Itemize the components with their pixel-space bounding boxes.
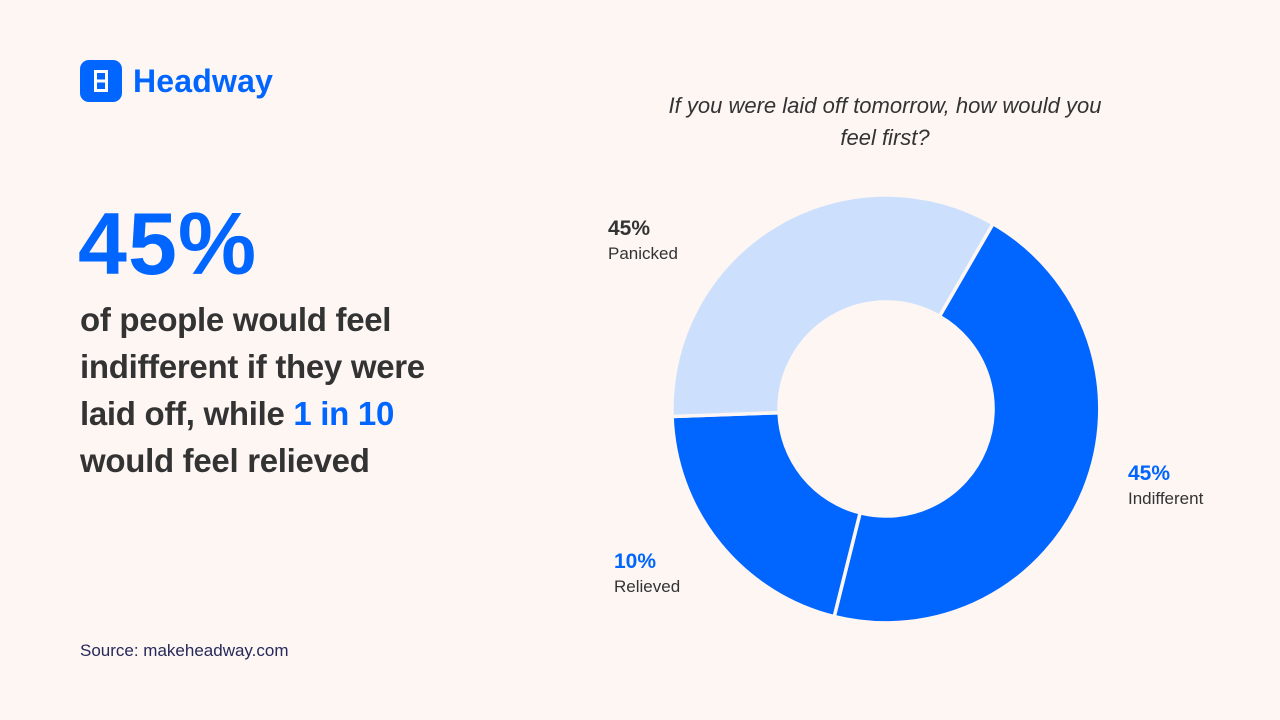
chart-title: If you were laid off tomorrow, how would… [668, 93, 1102, 150]
headline-highlight: 1 in 10 [293, 395, 394, 432]
slice-relieved [670, 410, 862, 619]
slice-indifferent [832, 221, 1102, 625]
ladder-icon [80, 60, 122, 102]
source-note: Source: makeheadway.com [80, 641, 289, 660]
brand-name: Headway [133, 63, 274, 99]
label-panicked-name: Panicked [608, 244, 678, 263]
brand-logo: Headway [80, 60, 273, 102]
label-indifferent-value: 45% [1128, 462, 1171, 485]
headline-text-after: would feel relieved [80, 442, 370, 479]
label-relieved-value: 10% [614, 550, 657, 573]
label-relieved-name: Relieved [614, 577, 681, 596]
headline-stat: 45% [78, 194, 258, 293]
label-relieved: 10% Relieved [614, 549, 680, 599]
headline-text: of people would feel indifferent if they… [80, 296, 450, 484]
label-indifferent-name: Indifferent [1128, 489, 1204, 508]
headline-text-before: of people would feel indifferent if they… [80, 301, 425, 432]
label-panicked: 45% Panicked [608, 216, 678, 266]
label-indifferent: 45% Indifferent [1128, 461, 1203, 511]
label-panicked-value: 45% [608, 217, 651, 240]
slice-panicked [670, 193, 995, 419]
